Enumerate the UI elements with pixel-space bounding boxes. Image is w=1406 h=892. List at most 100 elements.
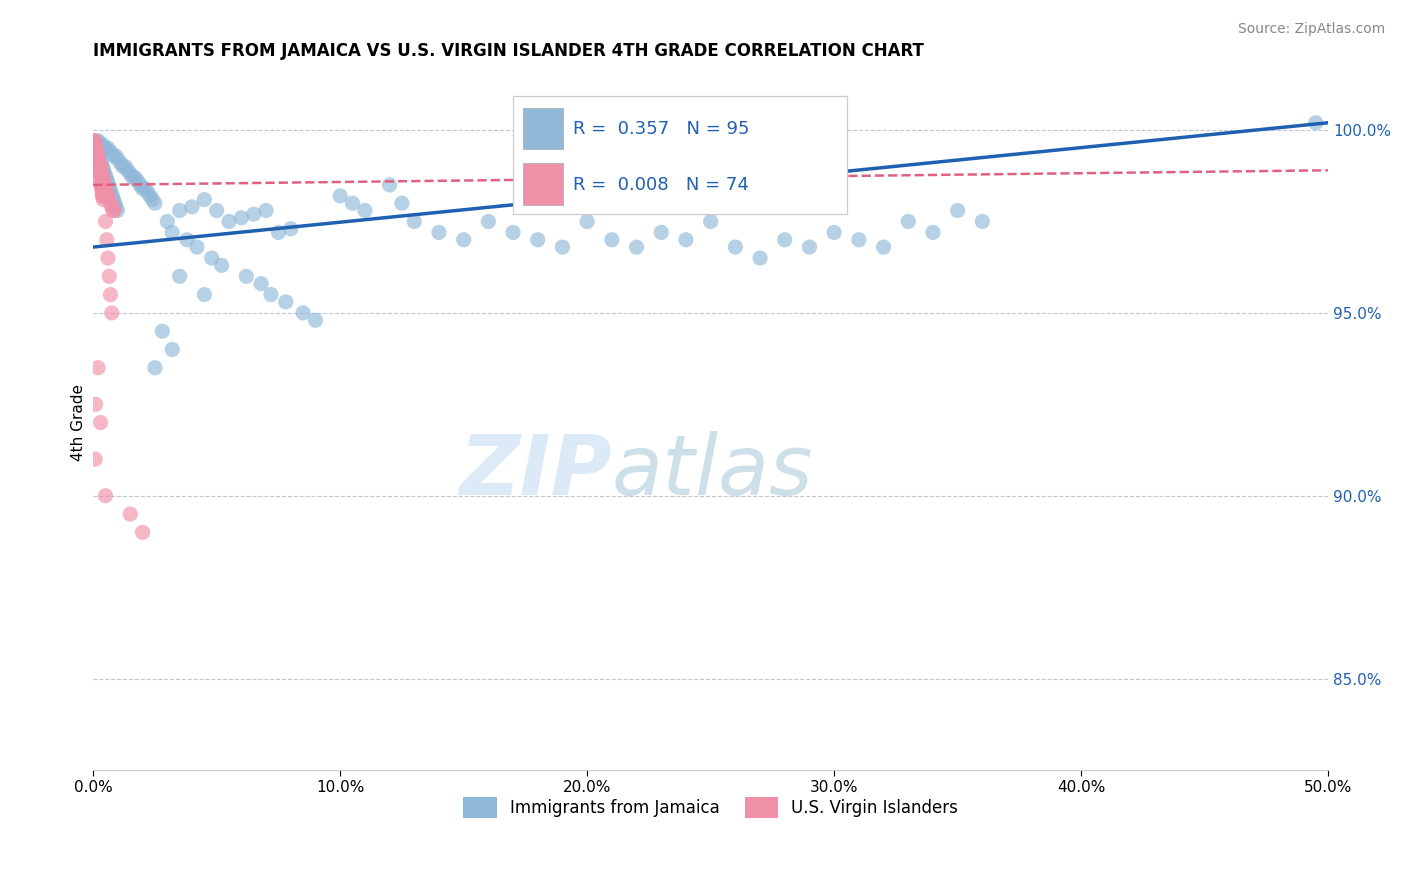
Point: [87, 163, 110, 178]
Point: [342, 196, 364, 211]
Point: [89, 153, 111, 167]
Point: [872, 240, 894, 254]
Point: [117, 163, 139, 178]
Point: [91, 170, 114, 185]
Point: [121, 170, 143, 185]
Point: [274, 294, 297, 309]
Point: [100, 145, 122, 159]
Point: [90, 416, 112, 430]
Point: [94, 141, 117, 155]
Point: [100, 185, 122, 199]
Point: [90, 167, 112, 181]
Point: [90, 181, 112, 195]
Point: [84, 137, 107, 152]
Point: [453, 233, 475, 247]
Point: [329, 189, 352, 203]
Point: [83, 137, 105, 152]
Point: [526, 233, 548, 247]
Point: [83, 134, 105, 148]
Point: [91, 137, 114, 152]
Point: [86, 156, 108, 170]
Point: [89, 170, 111, 185]
Point: [551, 240, 574, 254]
Point: [143, 196, 166, 211]
Point: [84, 452, 107, 467]
Point: [201, 251, 224, 265]
Point: [94, 181, 117, 195]
Point: [101, 203, 124, 218]
Point: [186, 240, 208, 254]
Point: [94, 170, 117, 185]
Point: [799, 240, 821, 254]
Point: [848, 233, 870, 247]
Point: [91, 193, 114, 207]
Point: [86, 153, 108, 167]
Point: [94, 489, 117, 503]
Point: [98, 181, 121, 195]
Point: [90, 178, 112, 192]
Point: [211, 258, 233, 272]
Point: [90, 160, 112, 174]
Point: [84, 141, 107, 155]
Point: [972, 214, 994, 228]
Point: [89, 160, 111, 174]
Point: [83, 134, 105, 148]
Point: [89, 156, 111, 170]
Point: [96, 174, 118, 188]
Point: [89, 174, 111, 188]
Point: [90, 137, 112, 152]
Point: [86, 149, 108, 163]
Point: [87, 360, 110, 375]
Point: [129, 178, 152, 192]
Point: [576, 214, 599, 228]
Point: [292, 306, 315, 320]
Point: [93, 178, 115, 192]
Point: [94, 181, 117, 195]
Point: [156, 214, 179, 228]
Point: [93, 163, 115, 178]
Point: [90, 163, 112, 178]
Point: [946, 203, 969, 218]
Point: [1305, 116, 1327, 130]
Point: [101, 149, 124, 163]
Point: [354, 203, 377, 218]
Point: [101, 189, 124, 203]
Point: [136, 185, 159, 199]
Point: [169, 269, 191, 284]
Point: [143, 360, 166, 375]
Point: [304, 313, 326, 327]
Point: [724, 240, 747, 254]
Point: [105, 203, 128, 218]
Point: [378, 178, 401, 192]
Point: [96, 233, 118, 247]
Point: [89, 167, 111, 181]
Point: [114, 160, 136, 174]
Point: [86, 149, 108, 163]
Point: [84, 141, 107, 155]
Point: [87, 134, 110, 148]
Point: [699, 214, 721, 228]
Point: [404, 214, 426, 228]
Text: atlas: atlas: [612, 431, 814, 512]
Point: [89, 141, 111, 155]
Point: [87, 167, 110, 181]
Point: [87, 153, 110, 167]
Point: [104, 196, 127, 211]
Point: [84, 145, 107, 159]
Point: [83, 134, 105, 148]
Point: [97, 251, 120, 265]
Point: [127, 174, 149, 188]
Point: [87, 149, 110, 163]
Point: [160, 343, 183, 357]
Point: [120, 507, 142, 521]
Point: [675, 233, 697, 247]
Point: [100, 196, 122, 211]
Legend: Immigrants from Jamaica, U.S. Virgin Islanders: Immigrants from Jamaica, U.S. Virgin Isl…: [457, 790, 965, 824]
Text: IMMIGRANTS FROM JAMAICA VS U.S. VIRGIN ISLANDER 4TH GRADE CORRELATION CHART: IMMIGRANTS FROM JAMAICA VS U.S. VIRGIN I…: [93, 42, 924, 60]
Point: [86, 145, 108, 159]
Point: [90, 178, 112, 192]
Point: [626, 240, 648, 254]
Point: [823, 226, 845, 240]
Point: [141, 193, 163, 207]
Point: [93, 174, 115, 188]
